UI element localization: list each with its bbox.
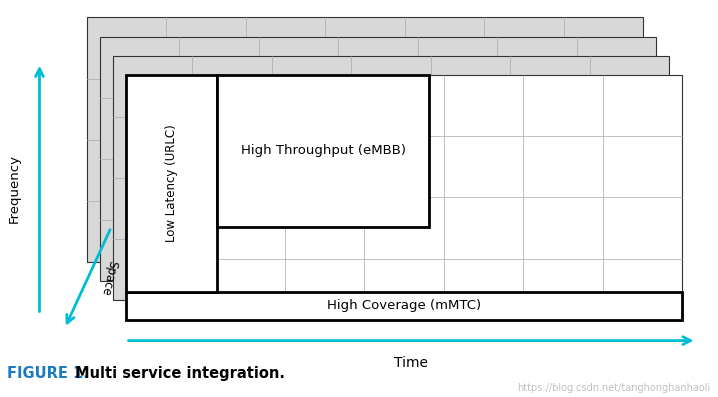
Text: High Throughput (eMBB): High Throughput (eMBB) — [241, 145, 406, 157]
FancyBboxPatch shape — [218, 75, 429, 227]
FancyBboxPatch shape — [126, 75, 218, 291]
Text: Multi service integration.: Multi service integration. — [75, 366, 285, 381]
Text: Space: Space — [99, 259, 119, 297]
Text: https://blog.csdn.net/tanghonghanhaoli: https://blog.csdn.net/tanghonghanhaoli — [518, 383, 711, 393]
Text: Frequency: Frequency — [8, 154, 21, 223]
Text: Low Latency (URLC): Low Latency (URLC) — [165, 124, 178, 242]
Text: High Coverage (mMTC): High Coverage (mMTC) — [327, 299, 481, 312]
Text: FIGURE 1.: FIGURE 1. — [7, 366, 89, 381]
FancyBboxPatch shape — [126, 75, 682, 320]
FancyBboxPatch shape — [87, 17, 643, 262]
FancyBboxPatch shape — [126, 291, 682, 320]
FancyBboxPatch shape — [113, 56, 669, 301]
Text: Time: Time — [394, 357, 428, 370]
FancyBboxPatch shape — [100, 37, 656, 281]
